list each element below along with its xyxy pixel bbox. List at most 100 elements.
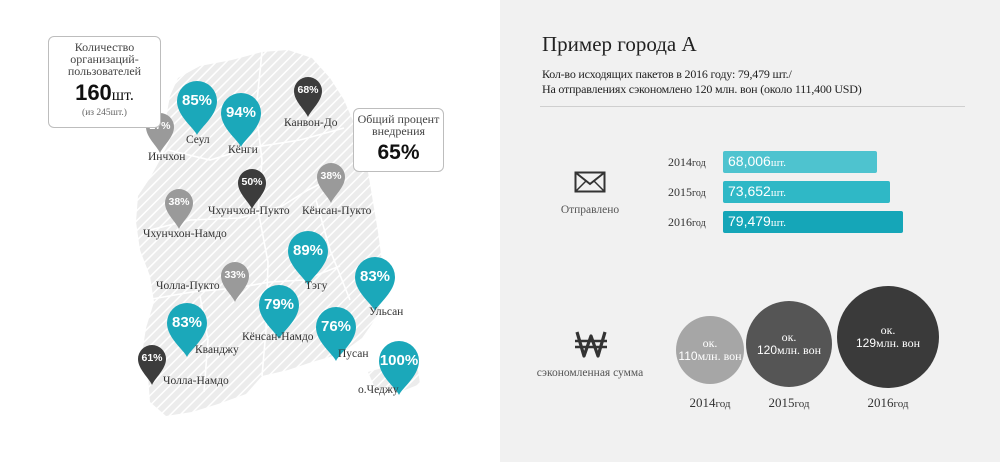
region-label: Канвон-До bbox=[284, 117, 338, 129]
saved-unit: млн. вон bbox=[777, 343, 822, 357]
region-label: Сеул bbox=[186, 134, 210, 146]
sent-bar: 73,652шт. bbox=[723, 181, 890, 203]
users-label-3: пользователей bbox=[67, 64, 142, 78]
region-label: Кёнсан-Намдо bbox=[242, 331, 314, 343]
region-label: Кёнсан-Пукто bbox=[302, 205, 372, 217]
region-label: о.Чеджу bbox=[358, 384, 399, 396]
sent-year-label: 2015год bbox=[668, 185, 706, 200]
region-pin-value: 38% bbox=[168, 196, 190, 208]
region-pin: 33% bbox=[220, 261, 250, 303]
map-pin-icon bbox=[355, 257, 395, 311]
saved-value-row: 110млн. вон bbox=[678, 350, 741, 363]
sent-year-label: 2014год bbox=[668, 155, 706, 170]
saved-prefix: ок. bbox=[781, 330, 797, 345]
saved-prefix: ок. bbox=[702, 336, 718, 351]
map-pin-icon bbox=[221, 262, 249, 302]
saved-circle: ок. 110млн. вон bbox=[676, 316, 744, 384]
map-pin-icon bbox=[221, 93, 261, 147]
map-pin-icon bbox=[379, 341, 419, 395]
region-label: Чолла-Намдо bbox=[163, 375, 229, 387]
sent-unit: шт. bbox=[770, 187, 787, 199]
region-pin-value: 89% bbox=[292, 242, 324, 259]
region-pin: 50% bbox=[237, 168, 267, 210]
map-pin-icon bbox=[165, 189, 193, 229]
region-label: Тэгу bbox=[305, 280, 328, 292]
saved-year-label: 2016год bbox=[848, 395, 928, 411]
saved-year: 2016 bbox=[867, 395, 894, 410]
region-pin: 83% bbox=[166, 302, 208, 358]
sent-value: 73,652 bbox=[728, 183, 771, 199]
sent-year-suffix: год bbox=[692, 188, 706, 199]
region-pin: 85% bbox=[176, 80, 218, 136]
region-pin: 79% bbox=[258, 284, 300, 340]
region-label: Кванджу bbox=[195, 344, 239, 356]
rate-label-1: Общий процент bbox=[357, 112, 440, 126]
map-pin-icon bbox=[294, 77, 322, 117]
region-label: Кёнги bbox=[228, 144, 258, 156]
summary-title: Пример города А bbox=[542, 32, 697, 56]
region-pin-value: 83% bbox=[359, 268, 391, 285]
saved-year-suffix: год bbox=[715, 398, 731, 410]
map-pin-icon bbox=[238, 169, 266, 209]
region-label: Чолла-Пукто bbox=[156, 280, 220, 292]
summary-line-1: Кол-во исходящих пакетов в 2016 году: 79… bbox=[542, 67, 792, 81]
sent-year-suffix: год bbox=[692, 158, 706, 169]
sent-unit: шт. bbox=[770, 217, 787, 229]
saved-unit: млн. вон bbox=[876, 336, 921, 350]
saved-year: 2014 bbox=[689, 395, 716, 410]
region-label: Инчхон bbox=[148, 151, 186, 163]
region-label: Ульсан bbox=[369, 306, 404, 318]
map-pin-icon bbox=[317, 163, 345, 203]
region-pin: 61% bbox=[137, 344, 167, 386]
region-pin-value: 85% bbox=[181, 92, 213, 109]
sent-year-label: 2016год bbox=[668, 215, 706, 230]
sent-bar-value-row: 68,006шт. bbox=[728, 153, 786, 169]
saved-value: 110 bbox=[678, 349, 698, 363]
saved-year-suffix: год bbox=[893, 398, 909, 410]
region-pin-value: 94% bbox=[225, 104, 257, 121]
saved-year-label: 2014год bbox=[670, 395, 750, 411]
summary-line-2: На отправлениях сэкономлено 120 млн. вон… bbox=[542, 82, 862, 96]
region-pin: 100% bbox=[378, 340, 420, 396]
region-pin: 83% bbox=[354, 256, 396, 312]
sent-value: 68,006 bbox=[728, 153, 771, 169]
users-label-2: организаций- bbox=[70, 52, 139, 66]
map-pin-icon bbox=[259, 285, 299, 339]
region-pin-value: 83% bbox=[171, 314, 203, 331]
saved-value: 129 bbox=[855, 336, 876, 350]
region-pin: 94% bbox=[220, 92, 262, 148]
users-value-row: 160шт. bbox=[49, 80, 160, 106]
region-pin-value: 76% bbox=[320, 318, 352, 335]
sent-value: 79,479 bbox=[728, 213, 771, 229]
envelope-icon bbox=[574, 171, 606, 193]
rate-value: 65% bbox=[377, 141, 420, 164]
sent-year-suffix: год bbox=[692, 218, 706, 229]
saved-year-suffix: год bbox=[794, 398, 810, 410]
region-label: Чхунчхон-Намдо bbox=[143, 228, 227, 240]
sent-bar: 68,006шт. bbox=[723, 151, 877, 173]
sent-label: Отправлено bbox=[560, 204, 620, 216]
region-pin: 76% bbox=[315, 306, 357, 362]
sent-bar-value-row: 73,652шт. bbox=[728, 183, 786, 199]
region-pin-value: 61% bbox=[141, 352, 163, 364]
region-pin-value: 79% bbox=[263, 296, 295, 313]
sent-year: 2014 bbox=[668, 155, 692, 169]
users-label-1: Количество bbox=[74, 40, 135, 54]
region-label: Пусан bbox=[338, 348, 369, 360]
sent-bar: 79,479шт. bbox=[723, 211, 903, 233]
map-panel: 85% Сеул 94% Кёнги 68% Канвон-До 27% Инчхон 50% Ч… bbox=[48, 36, 444, 416]
users-value: 160 bbox=[75, 80, 112, 105]
map-pin-icon bbox=[316, 307, 356, 361]
saved-label: сэкономленная сумма bbox=[536, 367, 644, 379]
region-pin: 68% bbox=[293, 76, 323, 118]
rate-label-2: внедрения bbox=[371, 124, 426, 138]
divider bbox=[540, 106, 965, 107]
map-pin-icon bbox=[288, 231, 328, 285]
saved-unit: млн. вон bbox=[697, 349, 742, 363]
saved-year: 2015 bbox=[768, 395, 795, 410]
saved-prefix: ок. bbox=[880, 323, 896, 338]
rate-callout: Общий процент внедрения 65% bbox=[353, 108, 444, 172]
users-note: (из 245шт.) bbox=[82, 108, 127, 118]
sent-unit: шт. bbox=[770, 157, 787, 169]
saved-value-row: 120млн. вон bbox=[757, 344, 821, 357]
